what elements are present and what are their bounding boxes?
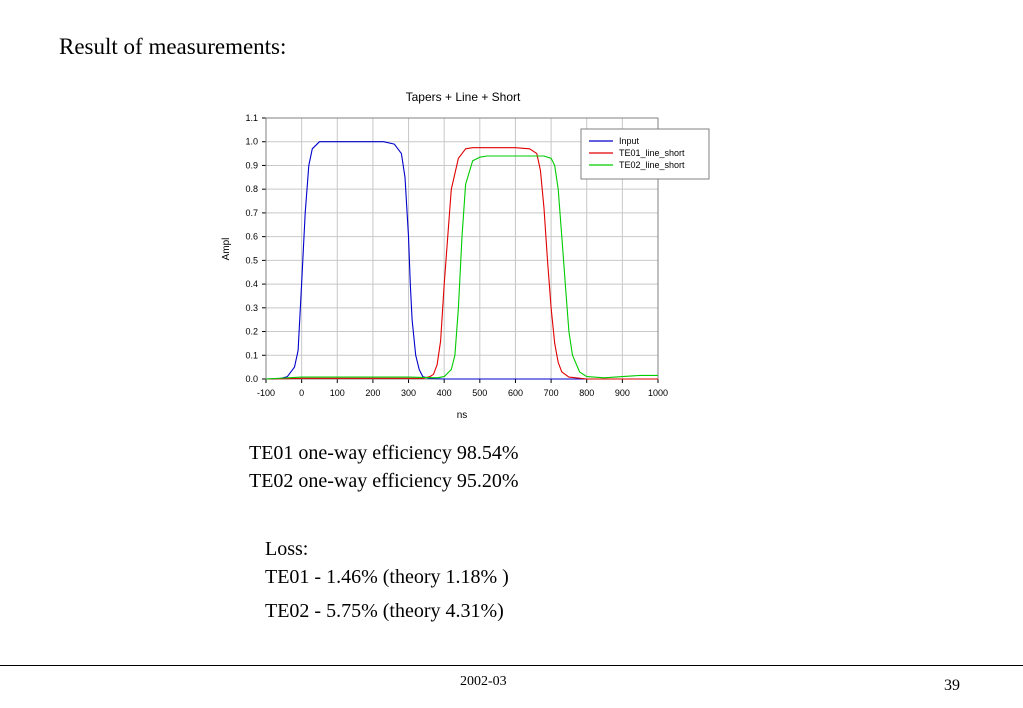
x-tick-label: 400 <box>437 388 452 398</box>
y-tick-label: 1.1 <box>245 113 258 123</box>
series-line-0 <box>265 141 658 380</box>
y-tick-labels: 0.0 0.1 0.2 0.3 0.4 0.5 0.6 0.7 0.8 0.9 1.0 1.1 <box>245 113 258 384</box>
chart-legend: Input TE01_line_short TE02_line_short <box>580 128 710 180</box>
x-tick-labels: -100 0 100 200 300 400 500 600 700 800 900 1000 <box>257 388 668 398</box>
y-tick-label: 0.4 <box>245 279 258 289</box>
y-tick-label: 0.2 <box>245 327 258 337</box>
series-line-1 <box>265 147 658 380</box>
x-axis-label: ns <box>457 410 468 421</box>
loss-heading: Loss: <box>265 538 309 560</box>
footer-divider <box>0 665 1023 666</box>
x-tick-label: 500 <box>472 388 487 398</box>
te01-loss: TE01 - 1.46% (theory 1.18% ) <box>265 566 509 588</box>
y-tick-label: 0.3 <box>245 303 258 313</box>
line-chart: Tapers + Line + Short -100 0 100 200 300 400 5… <box>221 90 710 421</box>
footer-date: 2002-03 <box>460 674 507 689</box>
y-tick-label: 0.8 <box>245 184 258 194</box>
y-tick-label: 0.9 <box>245 160 258 170</box>
te02-loss: TE02 - 5.75% (theory 4.31%) <box>265 600 504 622</box>
x-tick-label: 1000 <box>648 388 668 398</box>
chart-title: Tapers + Line + Short <box>406 90 521 104</box>
x-tick-label: 0 <box>299 388 304 398</box>
x-tick-label: 600 <box>508 388 523 398</box>
x-tick-label: 700 <box>544 388 559 398</box>
y-tick-label: 0.7 <box>245 208 258 218</box>
x-tick-label: 800 <box>579 388 594 398</box>
y-tick-label: 1.0 <box>245 137 258 147</box>
y-tick-label: 0.0 <box>245 374 258 384</box>
te01-efficiency: TE01 one-way efficiency 98.54% <box>249 442 519 464</box>
series-layer <box>265 141 658 380</box>
x-tick-label: 300 <box>401 388 416 398</box>
legend-label: Input <box>619 136 640 146</box>
y-tick-label: 0.1 <box>245 350 258 360</box>
x-tick-label: 200 <box>365 388 380 398</box>
y-tick-label: 0.5 <box>245 255 258 265</box>
x-tick-label: 100 <box>330 388 345 398</box>
te02-efficiency: TE02 one-way efficiency 95.20% <box>249 470 519 492</box>
page-number: 39 <box>944 677 960 694</box>
series-line-2 <box>265 155 658 380</box>
legend-label: TE02_line_short <box>619 160 685 170</box>
legend-label: TE01_line_short <box>619 148 685 158</box>
slide-title: Result of measurements: <box>59 34 287 59</box>
x-tick-label: -100 <box>257 388 275 398</box>
y-tick-label: 0.6 <box>245 232 258 242</box>
y-axis-label: Ampl <box>221 238 232 261</box>
legend-box <box>580 128 710 180</box>
x-tick-label: 900 <box>615 388 630 398</box>
